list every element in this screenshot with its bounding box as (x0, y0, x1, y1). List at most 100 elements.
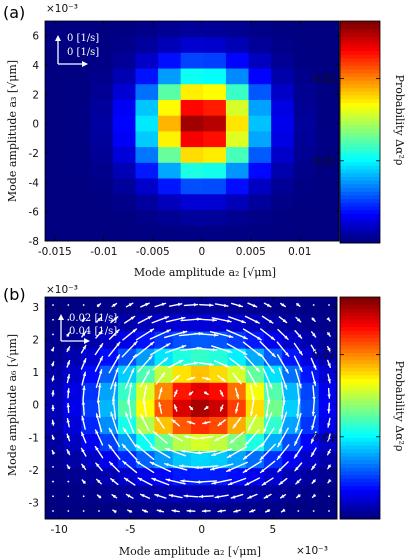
heatmap-cell (45, 331, 64, 349)
heatmap-cell (45, 68, 69, 85)
colorbar-segment (340, 132, 380, 137)
heatmap-cell (316, 36, 340, 53)
panel-a-colorbar-label: Probability Δα²ρ (393, 75, 406, 166)
colorbar-segment (340, 500, 380, 505)
colorbar-segment (340, 213, 380, 218)
colorbar-segment (340, 396, 380, 402)
heatmap-cell (45, 501, 64, 520)
heatmap-cell (158, 83, 182, 100)
vector-arrowhead (262, 481, 267, 486)
heatmap-cell (90, 131, 114, 148)
vector-arrowhead (144, 385, 148, 390)
colorbar-segment (340, 128, 380, 133)
vector-arrowhead (172, 419, 176, 424)
vector-arrowhead (223, 303, 228, 308)
vector-arrowhead (227, 319, 232, 323)
heatmap-cell (318, 348, 338, 366)
heatmap-cell (316, 146, 340, 163)
heatmap-cell (63, 450, 82, 469)
heatmap-cell (191, 450, 210, 469)
heatmap-cell (172, 382, 192, 400)
colorbar-segment (340, 83, 380, 89)
colorbar-segment (340, 371, 380, 376)
y-tick-label: -2 (29, 465, 39, 477)
vector-arrowhead (312, 381, 317, 386)
heatmap-cell (154, 484, 174, 503)
heatmap-cell (172, 450, 192, 469)
heatmap-cell (63, 501, 82, 520)
heatmap-cell (135, 52, 159, 69)
vector-arrowhead (209, 362, 214, 367)
vector-arrowhead (298, 383, 302, 388)
vector-arrowhead (166, 329, 171, 333)
heatmap-cell (180, 21, 204, 38)
heatmap-cell (248, 131, 272, 148)
y-tick-label: -3 (29, 498, 39, 510)
heatmap-cell (158, 225, 182, 242)
vector-arrowhead (95, 463, 100, 468)
vector-arrowhead (284, 335, 289, 340)
heatmap-cell (191, 399, 210, 417)
vector-arrowhead (109, 461, 114, 466)
vector-arrowhead (66, 374, 71, 379)
vector-arrowhead (266, 303, 271, 307)
heatmap-cell (225, 131, 249, 148)
vector-arrowhead (132, 329, 137, 333)
heatmap-cell (271, 193, 295, 210)
heatmap-cell (209, 399, 228, 417)
heatmap-cell (209, 348, 228, 366)
heatmap-cell (135, 99, 159, 116)
vector-arrowhead (252, 303, 257, 308)
vector-arrowhead (227, 454, 232, 458)
heatmap-cell (293, 21, 317, 38)
heatmap-cell (318, 331, 338, 349)
heatmap-cell (180, 52, 204, 69)
colorbar-segment (340, 194, 380, 200)
heatmap-cell (209, 297, 228, 315)
heatmap-cell (203, 178, 227, 195)
colorbar-segment (340, 80, 380, 85)
colorbar-segment (340, 228, 380, 233)
heatmap-cell (264, 348, 283, 366)
vector-arrowhead (130, 316, 135, 320)
vector-arrowhead (136, 444, 141, 449)
vector-arrowhead (238, 303, 243, 308)
panel-b-legend-x: 0.04 [1/s] (69, 326, 117, 337)
heatmap-cell (318, 484, 338, 503)
colorbar-segment (340, 385, 380, 390)
heatmap-cell (282, 382, 301, 400)
vector-arrowhead (298, 350, 303, 355)
panel-b-xlabel: Mode amplitude a₂ [√μm] (119, 545, 261, 558)
vector-arrowhead (132, 354, 137, 359)
vector-arrowhead (326, 332, 331, 337)
vector-arrowhead (140, 494, 145, 498)
vector-arrowhead (227, 349, 232, 353)
vector-arrowhead (212, 481, 216, 485)
vector-arrowhead (82, 345, 86, 350)
colorbar-segment (340, 39, 380, 44)
heatmap-cell (118, 399, 137, 417)
vector-arrow (209, 463, 234, 471)
panel-b-x-exponent: ×10⁻³ (296, 545, 328, 557)
vector-arrowhead (255, 319, 260, 324)
vector-arrowhead (136, 461, 141, 465)
colorbar-segment (340, 172, 380, 177)
heatmap-cell (245, 484, 265, 503)
colorbar-segment (340, 235, 380, 240)
x-tick-label: 0 (198, 246, 205, 258)
heatmap-cell (300, 501, 320, 520)
vector-arrowhead (282, 318, 287, 323)
heatmap-cell (203, 21, 227, 38)
vector-arrow (112, 396, 117, 420)
heatmap-cell (154, 450, 174, 469)
vector-arrowhead (140, 414, 145, 419)
heatmap-cell (316, 162, 340, 179)
vector-arrowhead (234, 408, 239, 413)
heatmap-cell (172, 501, 192, 520)
panel-a-legend-x: 0 [1/s] (67, 47, 99, 58)
colorbar-segment (340, 515, 380, 520)
vector-arrowhead (298, 367, 303, 372)
x-tick-label: 0.005 (236, 246, 266, 258)
colorbar-segment (340, 474, 380, 479)
heatmap-cell (90, 146, 114, 163)
